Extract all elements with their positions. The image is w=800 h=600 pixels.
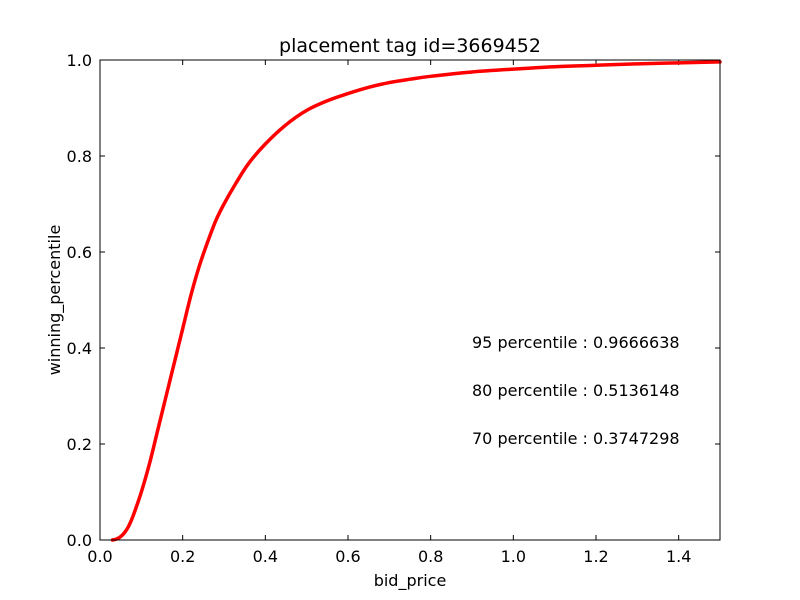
y-tick-label: 0.4	[67, 339, 92, 358]
y-axis-label: winning_percentile	[45, 225, 65, 376]
x-tick-label: 1.4	[666, 547, 691, 566]
y-tick-label: 0.6	[67, 243, 92, 262]
x-ticks: 0.0 0.2 0.4 0.6 0.8 1.0 1.2 1.4	[87, 60, 691, 566]
x-tick-label: 0.6	[335, 547, 360, 566]
x-axis-label: bid_price	[374, 571, 447, 591]
annotation-80: 80 percentile : 0.5136148	[472, 381, 680, 400]
y-ticks: 0.0 0.2 0.4 0.6 0.8 1.0	[67, 51, 720, 550]
x-tick-label: 0.8	[418, 547, 443, 566]
annotation-70: 70 percentile : 0.3747298	[472, 429, 680, 448]
x-tick-label: 1.2	[583, 547, 608, 566]
y-tick-label: 0.2	[67, 435, 92, 454]
plot-frame	[99, 59, 721, 541]
y-tick-label: 1.0	[67, 51, 92, 70]
x-tick-label: 0.0	[87, 547, 112, 566]
chart-title: placement tag id=3669452	[279, 35, 541, 57]
x-tick-label: 0.4	[253, 547, 278, 566]
series-line	[110, 60, 722, 542]
y-tick-label: 0.8	[67, 147, 92, 166]
x-tick-label: 0.2	[170, 547, 195, 566]
x-tick-label: 1.0	[501, 547, 526, 566]
y-tick-label: 0.0	[67, 531, 92, 550]
annotation-95: 95 percentile : 0.9666638	[472, 333, 680, 352]
